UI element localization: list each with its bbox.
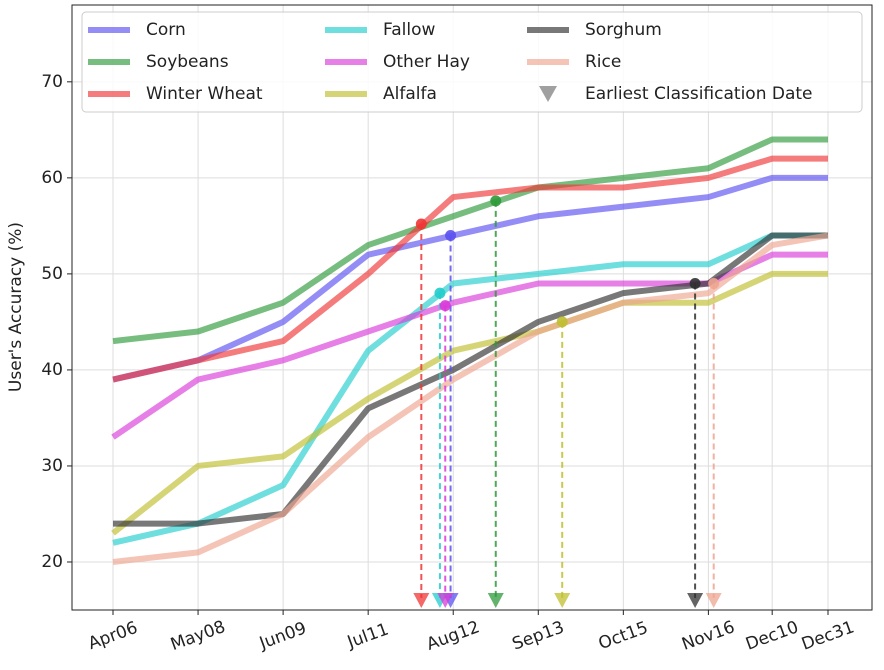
earliest-triangle	[487, 593, 504, 608]
line-series	[111, 270, 828, 536]
line-series	[112, 232, 828, 546]
earliest-point	[689, 277, 701, 289]
legend-label: Alfalfa	[383, 84, 437, 104]
legend-label: Earliest Classification Date	[585, 84, 813, 104]
earliest-point	[490, 195, 502, 207]
y-tick-label: 50	[41, 264, 63, 284]
earliest-triangle	[705, 593, 722, 608]
y-tick-label: 40	[41, 360, 63, 380]
legend: Corn Soybeans Winter Wheat Fallow Other Hay A…	[81, 11, 863, 113]
x-tick-label: Nov16	[679, 617, 737, 655]
x-tick-label: Jul11	[344, 619, 391, 653]
line-series	[112, 155, 828, 383]
legend-label: Winter Wheat	[146, 84, 263, 104]
x-tick-label: Dec31	[799, 617, 857, 654]
x-tick-label: Oct15	[596, 618, 651, 654]
legend-label: Soybeans	[146, 52, 229, 72]
earliest-point	[445, 229, 457, 241]
y-axis-label: User's Accuracy (%)	[6, 222, 26, 392]
earliest-point	[708, 277, 720, 289]
plot-frame	[71, 4, 873, 611]
y-tick-label: 70	[41, 72, 63, 92]
earliest-point	[415, 218, 427, 230]
x-tick-label: Jun09	[256, 618, 309, 654]
earliest-triangle	[554, 593, 571, 608]
y-tick-label: 30	[41, 456, 63, 476]
earliest-triangle	[413, 593, 430, 608]
x-tick-label: May08	[168, 617, 228, 655]
y-tick-label: 60	[41, 168, 63, 188]
earliest-point	[556, 316, 568, 328]
y-tick-label: 20	[41, 552, 63, 572]
earliest-point	[434, 287, 446, 299]
legend-label: Sorghum	[585, 20, 662, 40]
x-tick-label: Apr06	[86, 618, 141, 654]
x-tick-label: Dec10	[743, 617, 801, 654]
earliest-triangle	[687, 593, 704, 608]
legend-box	[81, 11, 863, 113]
line-series	[112, 136, 828, 345]
x-tick-label: Aug12	[424, 617, 482, 655]
legend-label: Other Hay	[383, 52, 470, 72]
earliest-point	[439, 300, 451, 312]
legend-swatch	[539, 86, 557, 102]
legend-label: Corn	[146, 20, 186, 40]
legend-label: Fallow	[383, 20, 435, 40]
earliest-triangle	[437, 593, 454, 608]
legend-label: Rice	[585, 52, 621, 72]
x-tick-label: Sep13	[510, 617, 567, 654]
